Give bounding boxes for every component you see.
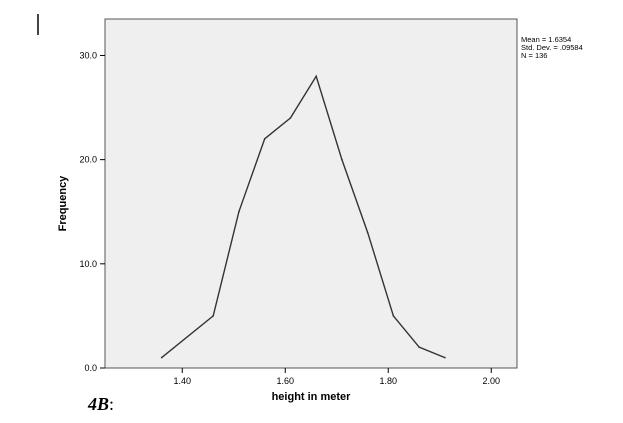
data-point — [444, 356, 446, 359]
data-point — [263, 138, 266, 140]
x-axis-label: height in meter — [272, 391, 352, 403]
data-point — [418, 346, 420, 348]
y-tick-label: 30.0 — [79, 50, 97, 60]
data-point — [160, 356, 163, 359]
text-cursor-mark — [37, 14, 39, 35]
x-tick-label: 2.00 — [482, 376, 500, 386]
y-tick-label: 0.0 — [84, 363, 97, 373]
stats-mean: Mean = 1.6354 — [521, 35, 572, 44]
x-tick-label: 1.80 — [379, 376, 397, 386]
data-point — [315, 75, 317, 78]
x-tick-label: 1.40 — [173, 376, 191, 386]
stats-std-dev: Std. Dev. = .09584 — [521, 43, 583, 52]
data-point — [366, 231, 369, 234]
data-point — [341, 158, 343, 161]
y-tick-label: 10.0 — [79, 259, 97, 269]
figure-caption-label: 4B — [88, 394, 110, 414]
data-point — [392, 315, 395, 317]
figure-caption: 4B: — [88, 394, 114, 415]
y-tick-label: 20.0 — [79, 155, 97, 165]
data-point — [289, 117, 292, 119]
y-axis-label: Frequency — [57, 175, 69, 232]
stats-box: Mean = 1.6354 Std. Dev. = .09584 N = 136 — [521, 36, 583, 60]
plot-area — [104, 18, 518, 369]
stats-n: N = 136 — [521, 51, 548, 60]
data-point — [238, 210, 240, 213]
data-point — [212, 315, 214, 317]
x-tick-label: 1.60 — [276, 376, 294, 386]
figure-caption-colon: : — [109, 394, 115, 414]
